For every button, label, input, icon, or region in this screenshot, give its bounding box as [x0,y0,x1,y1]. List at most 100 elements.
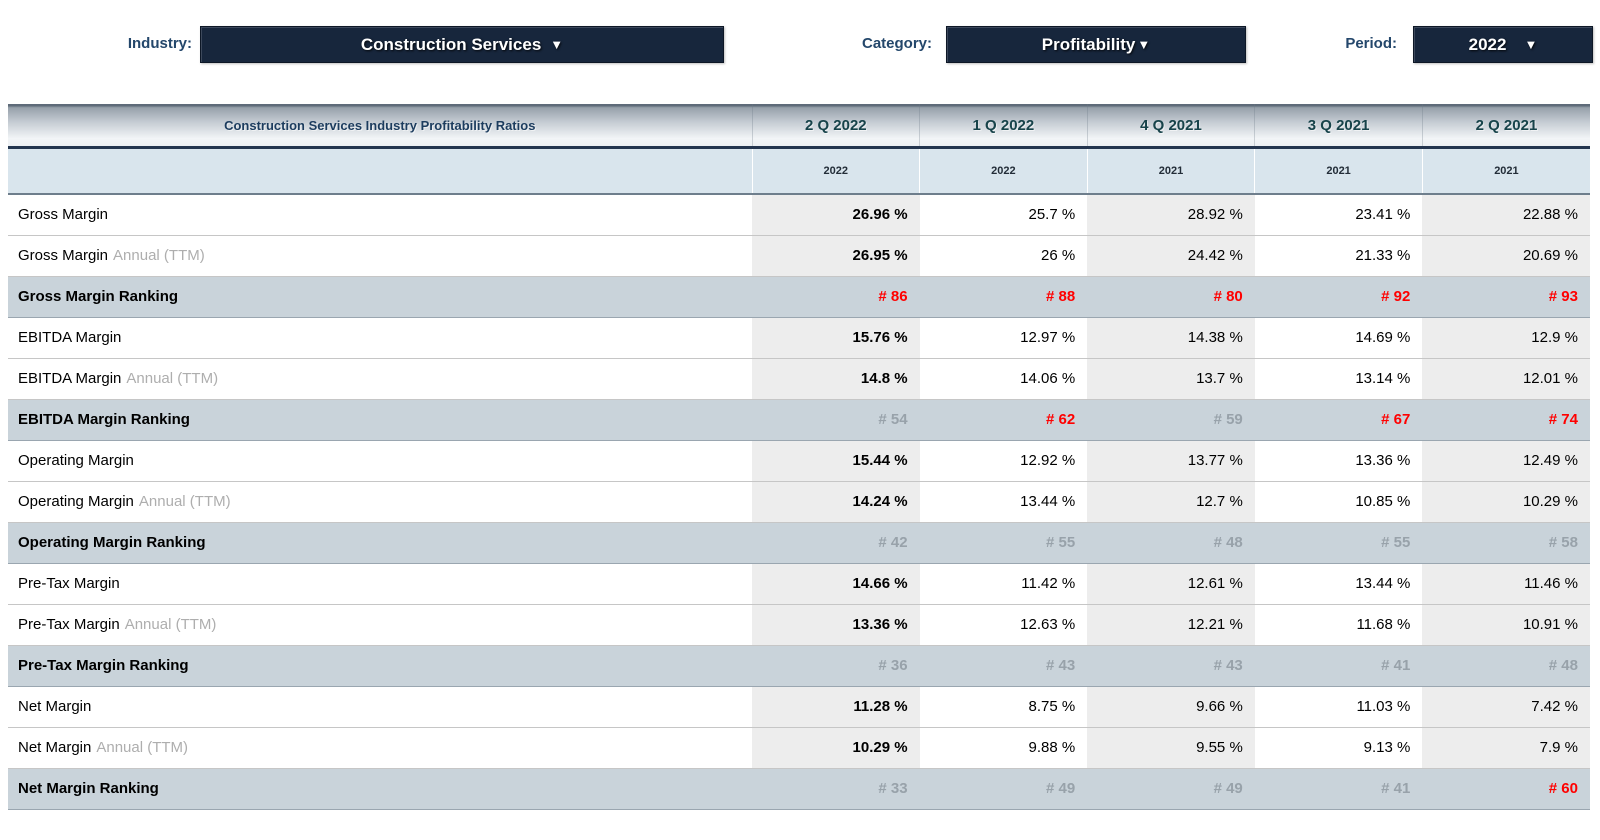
category-dropdown-value: Profitability [1041,34,1136,54]
metric-value: 12.63 % [919,604,1088,646]
row-label: Gross Margin Ranking [8,275,752,318]
chevron-down-icon: ▼ [550,37,564,52]
industry-dropdown-value: Construction Services [360,34,542,54]
table-row: EBITDA Margin Annual (TTM) 14.8 % 14.06 % 13… [8,358,1590,400]
metric-value: 10.29 % [1422,481,1590,523]
metric-value: 10.85 % [1254,481,1423,523]
table-row: Operating Margin Annual (TTM) 14.24 % 13.44… [8,481,1590,523]
ranking-value: # 48 [1422,644,1590,687]
row-label-suffix: Annual (TTM) [124,616,217,633]
row-label-suffix: Annual (TTM) [138,493,231,510]
ranking-value: # 43 [1087,644,1255,687]
year-subheader: 2021 [1086,147,1255,195]
ranking-value: # 92 [1254,275,1423,318]
category-label: Category: [861,35,932,52]
metric-value: 25.7 % [919,194,1088,236]
column-header: 2 Q 2022 [751,104,920,149]
metric-value: 9.13 % [1254,727,1423,769]
row-label: Pre-Tax Margin Ranking [8,644,752,687]
table-row: Pre-Tax Margin 14.66 % 11.42 % 12.61 % 13.44… [8,563,1590,605]
metric-value: 14.38 % [1087,317,1255,359]
metric-value: 28.92 % [1087,194,1255,236]
period-dropdown-value: 2022 [1468,34,1507,54]
ranking-value: # 93 [1422,275,1590,318]
metric-value: 26.95 % [752,235,920,277]
year-subheader-spacer [8,147,752,195]
row-label-suffix: Annual (TTM) [96,739,189,756]
ranking-value: # 49 [919,767,1088,810]
metric-value: 7.42 % [1422,686,1590,728]
metric-value: 11.42 % [919,563,1088,605]
metric-value: 11.46 % [1422,563,1590,605]
row-label-suffix: Annual (TTM) [113,247,205,264]
ranking-value: # 41 [1254,644,1423,687]
metric-value: 21.33 % [1254,235,1423,277]
row-label: Operating Margin Ranking [8,521,752,564]
metric-value: 12.92 % [919,440,1088,482]
metric-value: 15.76 % [752,317,920,359]
ranking-value: # 67 [1254,398,1423,441]
metric-value: 13.77 % [1087,440,1255,482]
metric-value: 12.01 % [1422,358,1590,400]
metric-value: 12.21 % [1087,604,1255,646]
metric-value: 26.96 % [752,194,920,236]
metric-value: 12.61 % [1087,563,1255,605]
row-label-suffix: Annual (TTM) [126,370,219,387]
ranking-value: # 62 [919,398,1088,441]
period-label: Period: [1345,35,1397,52]
ranking-value: # 41 [1254,767,1423,810]
metric-value: 14.66 % [752,563,920,605]
row-label: EBITDA Margin Annual (TTM) [8,358,752,400]
period-dropdown[interactable]: 2022 ▼ [1413,26,1593,63]
metric-value: 15.44 % [752,440,920,482]
ranking-value: # 55 [1254,521,1423,564]
metric-value: 11.28 % [752,686,920,728]
ratios-table: Construction Services Industry Profitabi… [8,104,1590,810]
row-label: Pre-Tax Margin [8,563,752,605]
year-subheader: 2021 [1254,147,1423,195]
metric-value: 10.29 % [752,727,920,769]
table-row: Gross Margin 26.96 % 25.7 % 28.92 % 23.41 % 2… [8,194,1590,236]
row-label: EBITDA Margin [8,317,752,359]
ranking-value: # 74 [1422,398,1590,441]
table-row: EBITDA Margin Ranking # 54 # 62 # 59 # 67 # 7… [8,398,1590,441]
table-row: Pre-Tax Margin Ranking # 36 # 43 # 43 # 41 # … [8,644,1590,687]
metric-value: 13.7 % [1087,358,1255,400]
industry-label: Industry: [127,35,192,52]
metric-value: 8.75 % [919,686,1088,728]
metric-value: 23.41 % [1254,194,1423,236]
table-row: Net Margin Annual (TTM) 10.29 % 9.88 % 9.55 … [8,727,1590,769]
metric-value: 12.9 % [1422,317,1590,359]
ranking-value: # 86 [752,275,920,318]
metric-value: 14.24 % [752,481,920,523]
ranking-value: # 49 [1087,767,1255,810]
year-subheader: 2022 [751,147,920,195]
category-dropdown[interactable]: Profitability ▼ [946,26,1246,63]
row-label: Pre-Tax Margin Annual (TTM) [8,604,752,646]
table-row: EBITDA Margin 15.76 % 12.97 % 14.38 % 14.69 … [8,317,1590,359]
metric-value: 14.8 % [752,358,920,400]
table-title: Construction Services Industry Profitabi… [8,104,752,149]
metric-value: 13.14 % [1254,358,1423,400]
metric-value: 12.97 % [919,317,1088,359]
industry-dropdown[interactable]: Construction Services ▼ [200,26,724,63]
metric-value: 14.69 % [1254,317,1423,359]
row-label: Gross Margin Annual (TTM) [8,235,752,277]
year-subheader: 2021 [1421,147,1590,195]
ranking-value: # 43 [919,644,1088,687]
table-row: Gross Margin Ranking # 86 # 88 # 80 # 92 # 93 [8,275,1590,318]
metric-value: 24.42 % [1087,235,1255,277]
table-row: Gross Margin Annual (TTM) 26.95 % 26 % 24.42… [8,235,1590,277]
ranking-value: # 55 [919,521,1088,564]
metric-value: 20.69 % [1422,235,1590,277]
metric-value: 12.49 % [1422,440,1590,482]
ranking-value: # 42 [752,521,920,564]
metric-value: 7.9 % [1422,727,1590,769]
table-row: Net Margin 11.28 % 8.75 % 9.66 % 11.03 % 7.42… [8,686,1590,728]
table-row: Pre-Tax Margin Annual (TTM) 13.36 % 12.63 %… [8,604,1590,646]
ranking-value: # 59 [1087,398,1255,441]
ranking-value: # 58 [1422,521,1590,564]
metric-value: 9.66 % [1087,686,1255,728]
metric-value: 11.03 % [1254,686,1423,728]
